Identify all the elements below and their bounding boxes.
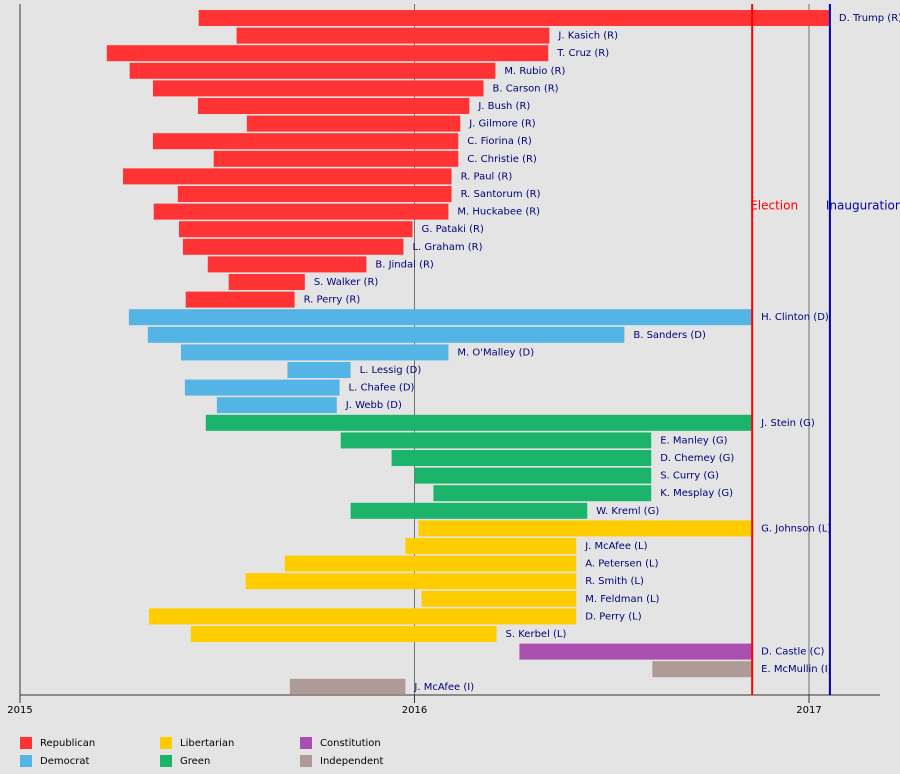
legend-label: Republican [40,738,95,749]
bar [207,256,367,273]
legend-label: Constitution [320,738,381,749]
bar [153,203,449,220]
legend-swatch [300,755,312,767]
bar [147,326,625,343]
bar [418,520,753,537]
bar-label: B. Jindal (R) [375,259,434,270]
bar [129,62,496,79]
bar-label: D. Castle (C) [761,647,824,658]
bar-label: J. Webb (D) [345,400,402,411]
legend-label: Democrat [40,756,89,767]
bar [284,555,577,572]
bar-label: E. McMullin (I) [761,664,831,675]
bar-label: S. Walker (R) [314,277,379,288]
bar-label: D. Chemey (G) [660,453,734,464]
bar [236,27,550,44]
bar [289,678,406,695]
bar [228,274,305,290]
bar-label: M. Rubio (R) [504,66,565,77]
bar-label: K. Mesplay (G) [660,488,733,499]
bar [180,344,449,361]
bar [152,133,459,150]
bar [287,362,351,378]
bar [190,626,497,642]
legend-swatch [160,755,172,767]
bar-label: L. Graham (R) [412,242,482,253]
bar-label: A. Petersen (L) [585,559,658,570]
bar [198,10,830,26]
bar [185,291,295,308]
bar [182,238,404,255]
bar-label: J. Gilmore (R) [468,119,536,130]
bar-label: R. Santorum (R) [461,189,541,200]
bar-label: D. Trump (R) [839,13,900,24]
bar-label: W. Kreml (G) [596,506,659,517]
x-tick-label: 2016 [402,705,427,716]
bar-label: B. Sanders (D) [633,330,706,341]
bar [152,80,484,97]
x-tick-label: 2015 [7,705,32,716]
bar-label: J. Stein (G) [760,418,815,429]
bar [128,309,753,326]
bar-label: M. Feldman (L) [585,594,659,605]
bar [340,432,652,449]
x-tick-label: 2017 [796,705,821,716]
bar [652,661,753,678]
legend-swatch [160,737,172,749]
bar-label: R. Paul (R) [461,171,513,182]
bar-label: S. Kerbel (L) [506,629,567,640]
event-label: Inauguration [826,199,900,213]
bar-label: J. Kasich (R) [557,31,618,42]
bar [519,643,753,660]
bar-label: C. Christie (R) [467,154,537,165]
bar [350,502,588,519]
bar-label: S. Curry (G) [660,471,719,482]
bar [421,590,577,607]
bar-label: R. Smith (L) [585,576,644,587]
bar-label: R. Perry (R) [304,295,361,306]
legend-label: Independent [320,756,383,767]
bar-label: L. Lessig (D) [360,365,422,376]
bar [106,45,549,62]
bar [177,186,452,202]
bar-label: J. McAfee (I) [413,682,474,693]
bar-label: T. Cruz (R) [556,48,609,59]
bar [213,150,459,167]
bar [197,98,470,114]
bar [245,573,577,590]
legend-label: Green [180,756,210,767]
bar-label: B. Carson (R) [493,83,559,94]
bar [205,414,753,431]
bar-label: L. Chafee (D) [349,383,415,394]
bar [433,485,652,502]
bar-label: J. Bush (R) [477,101,530,112]
bar [405,538,577,554]
legend-swatch [20,755,32,767]
bar-label: M. O'Malley (D) [457,347,534,358]
bar [184,379,340,396]
bar-label: G. Pataki (R) [422,224,484,235]
bar-label: J. McAfee (L) [584,541,647,552]
bar-label: D. Perry (L) [585,611,642,622]
bar-label: M. Huckabee (R) [457,207,540,218]
bar-label: E. Manley (G) [660,435,727,446]
bar [149,608,577,625]
bar-label: C. Fiorina (R) [467,136,532,147]
legend-label: Libertarian [180,738,234,749]
event-label: Election [750,199,798,213]
legend-swatch [300,737,312,749]
bar [414,467,652,484]
bar [391,450,652,466]
bar [246,115,461,132]
legend-swatch [20,737,32,749]
bar [122,168,452,185]
bar-label: H. Clinton (D) [761,312,829,323]
bar [178,221,413,238]
bar [216,397,337,414]
bar-label: G. Johnson (L) [761,523,831,534]
